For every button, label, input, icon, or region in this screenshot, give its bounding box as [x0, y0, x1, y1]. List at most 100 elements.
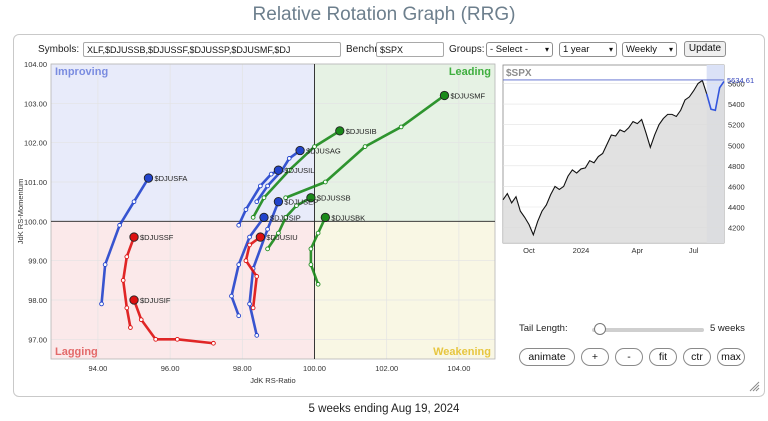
footer-caption: 5 weeks ending Aug 19, 2024 [308, 403, 460, 415]
rrg-tail-point [229, 293, 234, 299]
rrg-tail-point [294, 203, 299, 208]
y-tick-label: 103.00 [24, 99, 47, 108]
rrg-head-point [306, 193, 316, 203]
period-selected: 1 year [563, 44, 590, 55]
chevron-down-icon: ▾ [544, 45, 549, 54]
rrg-tail-point [128, 325, 133, 330]
rrg-series-label: $DJUSIF [140, 296, 171, 305]
rrg-tail-point [243, 258, 249, 264]
rrg-series-label: $DJUSIB [346, 127, 377, 136]
rrg-tail-point [398, 124, 404, 130]
benchmark-y-tick-label: 5600 [728, 80, 745, 89]
last-value-label: 5634.61 [727, 76, 754, 85]
rrg-head-point [273, 197, 284, 207]
update-button[interactable]: Update [684, 41, 726, 57]
rrg-tail-point [102, 262, 108, 267]
rrg-tail-point [254, 333, 260, 338]
rrg-tail-point [315, 281, 321, 287]
quadrant-label-lagging: Lagging [55, 346, 98, 358]
frequency-selected: Weekly [626, 44, 657, 55]
x-tick-label: 96.00 [161, 364, 180, 373]
rrg-series-label: $DJUSIU [266, 233, 297, 242]
rrg-tail-point [312, 144, 317, 149]
max-button[interactable]: max [717, 348, 745, 366]
rrg-series-label: $DJUSMF [450, 91, 485, 100]
slider-handle[interactable] [594, 323, 606, 335]
groups-selected: - Select - [490, 44, 529, 55]
rrg-series-label: $DJUSEP [284, 198, 318, 207]
symbols-input[interactable]: XLF,$DJUSSB,$DJUSSF,$DJUSSP,$DJUSMF,$DJ [83, 42, 341, 57]
benchmark-x-tick-label: Jul [689, 246, 699, 255]
rrg-tail-point [211, 340, 216, 346]
resize-handle-icon[interactable] [749, 381, 760, 392]
period-select[interactable]: 1 year ▾ [559, 42, 617, 57]
y-tick-label: 100.00 [24, 217, 47, 226]
benchmark-symbol-label: $SPX [506, 68, 532, 79]
x-axis-label: JdK RS-Ratio [250, 376, 295, 385]
weakening-quadrant [314, 221, 495, 359]
benchmark-y-tick-label: 5400 [728, 100, 745, 109]
rrg-tail-point [247, 242, 252, 248]
rrg-tail-point [261, 195, 267, 201]
groups-select[interactable]: - Select - ▾ [486, 42, 553, 57]
x-tick-label: 102.00 [375, 364, 398, 373]
rrg-tail-point [138, 317, 144, 323]
rrg-series-label: $DJUSBK [331, 213, 365, 222]
rrg-tail-point [153, 336, 159, 342]
rrg-tail-point [286, 156, 292, 161]
rrg-head-point [320, 212, 330, 223]
x-tick-label: 100.00 [303, 364, 326, 373]
rrg-tail-point [250, 305, 256, 311]
tail-length-slider[interactable] [592, 323, 704, 335]
benchmark-input[interactable]: $SPX [376, 42, 444, 57]
rrg-series-label: $DJUSIP [270, 213, 301, 222]
zoom-out-button[interactable]: - [615, 348, 643, 366]
rrg-tail-point [308, 262, 314, 267]
frequency-select[interactable]: Weekly ▾ [622, 42, 677, 57]
fit-button[interactable]: fit [649, 348, 677, 366]
x-tick-label: 104.00 [447, 364, 470, 373]
benchmark-x-tick-label: 2024 [573, 246, 590, 255]
rrg-head-point [255, 232, 266, 242]
rrg-tail-point [362, 144, 368, 149]
rrg-head-point [129, 295, 139, 305]
benchmark-label: Benchmark: [346, 44, 400, 55]
rrg-tail-point [268, 171, 274, 177]
rrg-head-point [259, 212, 269, 223]
benchmark-y-tick-label: 5000 [728, 141, 745, 150]
animate-button[interactable]: animate [519, 348, 575, 366]
benchmark-tail-line [705, 81, 725, 112]
rrg-head-point [335, 126, 345, 136]
rrg-tail-point [124, 305, 130, 311]
rrg-head-point [295, 145, 305, 156]
y-tick-label: 102.00 [24, 139, 47, 148]
rrg-series-label: $DJUSIL [284, 166, 314, 175]
rrg-series-label: $DJUSAG [306, 147, 341, 156]
rrg-tail-point [250, 215, 256, 220]
rrg-head-point [129, 232, 139, 242]
y-tick-label: 98.00 [28, 296, 47, 305]
quadrant-label-improving: Improving [55, 66, 108, 78]
benchmark-y-tick-label: 5200 [728, 121, 745, 130]
page-title: Relative Rotation Graph (RRG) [252, 4, 516, 25]
groups-label: Groups: [449, 44, 485, 55]
y-tick-label: 104.00 [24, 60, 47, 69]
rrg-tail-point [315, 230, 321, 236]
rrg-panel: Symbols: XLF,$DJUSSB,$DJUSSF,$DJUSSP,$DJ… [13, 34, 765, 397]
rrg-head-point [273, 165, 284, 175]
rrg-tail-point [124, 254, 130, 260]
rrg-tail-point [99, 301, 104, 307]
y-tick-label: 97.00 [28, 335, 47, 344]
rrg-tail-point [236, 313, 242, 319]
rrg-tail-point [254, 274, 260, 279]
benchmark-y-tick-label: 4400 [728, 203, 745, 212]
x-tick-label: 98.00 [233, 364, 252, 373]
y-tick-label: 101.00 [24, 178, 47, 187]
rrg-chart[interactable]: 94.00 96.00 98.00 100.00 102.00 104.00 104.00 1… [14, 35, 764, 396]
benchmark-x-tick-label: Apr [631, 246, 643, 255]
rrg-tail-point [243, 207, 249, 212]
center-button[interactable]: ctr [683, 348, 711, 366]
chevron-down-icon: ▾ [608, 45, 613, 54]
rrg-tail-point [265, 183, 270, 189]
zoom-in-button[interactable]: + [581, 348, 609, 366]
